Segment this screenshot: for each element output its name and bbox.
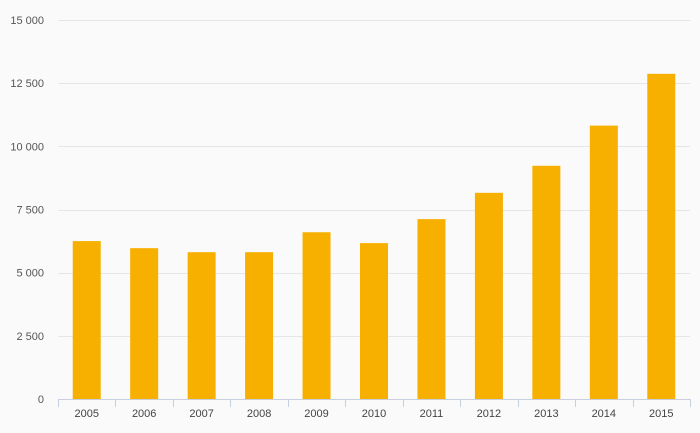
bar-2011[interactable] — [417, 219, 446, 399]
bar-2012[interactable] — [474, 192, 503, 399]
bar-2009[interactable] — [302, 232, 331, 399]
bar-2007[interactable] — [187, 252, 216, 399]
bar-2005[interactable] — [72, 241, 101, 399]
x-tick-label: 2005 — [74, 408, 98, 420]
x-tick-label: 2011 — [420, 408, 444, 420]
x-tick-label: 2015 — [649, 408, 673, 420]
bar-2015[interactable] — [647, 73, 676, 400]
grid-lines — [58, 20, 690, 337]
y-tick-label: 7 500 — [16, 205, 44, 217]
x-tick-label: 2007 — [189, 408, 213, 420]
x-tick-label: 2010 — [362, 408, 386, 420]
y-tick-label: 0 — [38, 394, 44, 406]
y-tick-label: 5 000 — [16, 268, 44, 280]
bars — [72, 73, 676, 400]
y-tick-label: 15 000 — [10, 15, 44, 27]
bar-2006[interactable] — [130, 248, 159, 399]
bar-2010[interactable] — [360, 243, 388, 399]
y-tick-label: 2 500 — [16, 331, 44, 343]
x-tick-label: 2014 — [592, 408, 616, 420]
bar-2014[interactable] — [589, 125, 618, 399]
x-axis: 2005 2006 2007 2008 2009 2010 2011 2012 2013 2014… — [58, 399, 691, 420]
x-tick-label: 2006 — [132, 408, 156, 420]
x-tick-label: 2013 — [534, 408, 558, 420]
x-tick-label: 2009 — [304, 408, 328, 420]
bar-2008[interactable] — [245, 252, 274, 399]
x-tick-label: 2012 — [477, 408, 501, 420]
x-tick-label: 2008 — [247, 408, 271, 420]
bar-2013[interactable] — [532, 165, 561, 399]
y-tick-label: 10 000 — [10, 141, 44, 153]
y-tick-label: 12 500 — [10, 78, 44, 90]
y-axis-tick-labels: 0 2 500 5 000 7 500 10 000 12 500 15 000 — [10, 15, 44, 406]
